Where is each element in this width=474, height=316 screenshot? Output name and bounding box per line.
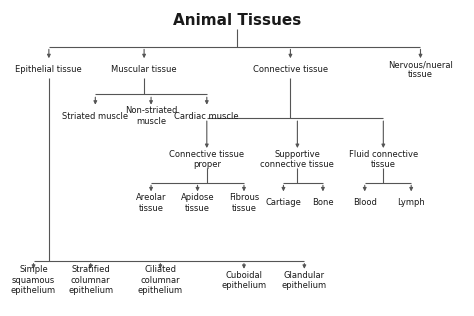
Text: Bone: Bone (312, 198, 334, 207)
Text: Lymph: Lymph (397, 198, 425, 207)
Text: Muscular tissue: Muscular tissue (111, 65, 177, 74)
Text: Stratified
columnar
epithelium: Stratified columnar epithelium (68, 265, 113, 295)
Text: Nervous/nueral
tissue: Nervous/nueral tissue (388, 60, 453, 79)
Text: Cuboidal
epithelium: Cuboidal epithelium (221, 270, 266, 290)
Text: Blood: Blood (353, 198, 377, 207)
Text: Epithelial tissue: Epithelial tissue (16, 65, 82, 74)
Text: Ciliated
columnar
epithelium: Ciliated columnar epithelium (138, 265, 183, 295)
Text: Striated muscle: Striated muscle (62, 112, 128, 121)
Text: Cartiage: Cartiage (265, 198, 301, 207)
Text: Fibrous
tissue: Fibrous tissue (229, 193, 259, 213)
Text: Supportive
connective tissue: Supportive connective tissue (260, 150, 334, 169)
Text: Animal Tissues: Animal Tissues (173, 13, 301, 28)
Text: Areolar
tissue: Areolar tissue (136, 193, 166, 213)
Text: Connective tissue: Connective tissue (253, 65, 328, 74)
Text: Apidose
tissue: Apidose tissue (181, 193, 214, 213)
Text: Glandular
epithelium: Glandular epithelium (282, 270, 327, 290)
Text: Fluid connective
tissue: Fluid connective tissue (349, 150, 418, 169)
Text: Simple
squamous
epithelium: Simple squamous epithelium (11, 265, 56, 295)
Text: Cardiac muscle: Cardiac muscle (174, 112, 239, 121)
Text: Non-striated
muscle: Non-striated muscle (125, 106, 177, 126)
Text: Connective tissue
proper: Connective tissue proper (169, 150, 245, 169)
